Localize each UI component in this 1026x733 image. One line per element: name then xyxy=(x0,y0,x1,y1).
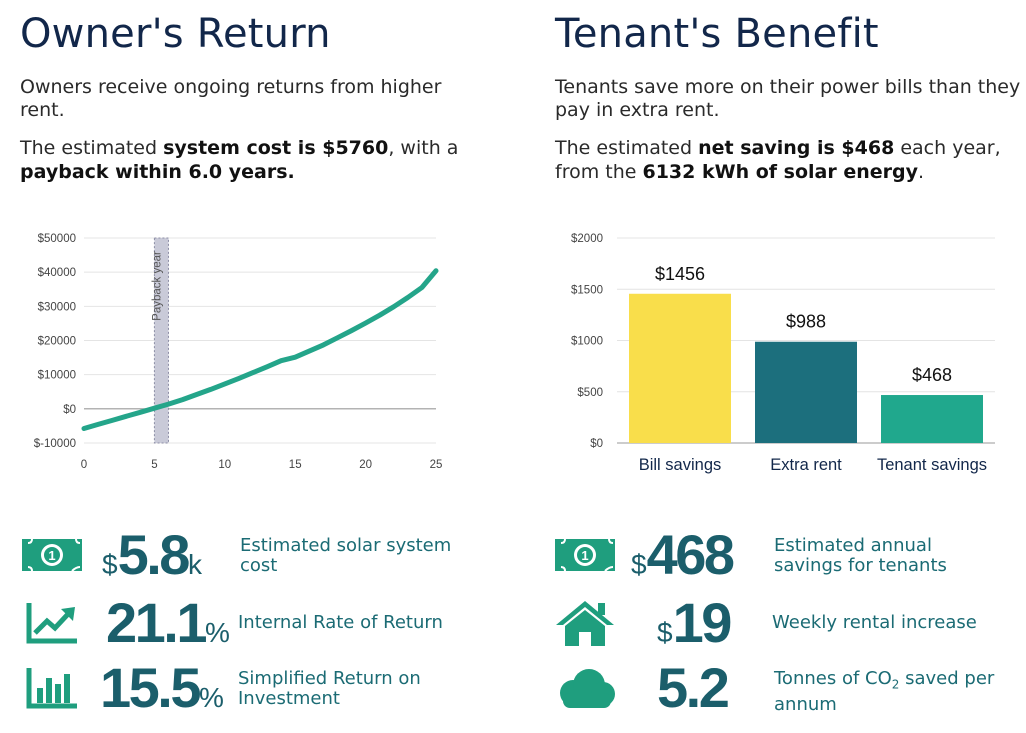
banknote-icon: 1 xyxy=(553,531,617,579)
owner-stat-number: 5.8 xyxy=(117,523,191,586)
y-tick-label: $2000 xyxy=(571,233,603,245)
category-label: Bill savings xyxy=(639,456,722,474)
owner-summary: The estimated system cost is $5760, with… xyxy=(20,136,490,184)
tenant-summary-text-2: each year, from the xyxy=(555,137,1001,183)
tenant-stat-number: 5.2 xyxy=(657,656,730,719)
tenant-stat-number: 19 xyxy=(672,591,733,654)
tenant-summary: The estimated net saving is $468 each ye… xyxy=(555,136,1025,184)
tenant-benefit-chart-svg: $0 $500 $1000 $1500 $2000 $1456 Bill savings $9… xyxy=(571,233,995,474)
payback-band xyxy=(153,237,169,444)
bar xyxy=(629,293,731,443)
data-label: $468 xyxy=(912,365,952,385)
owner-stat-irr: 21.1% Internal Rate of Return xyxy=(20,595,443,651)
owner-stat-system-cost-value: $5.8 k xyxy=(102,527,202,583)
tenant-stat-co2-label: Tonnes of CO2 saved per annum xyxy=(774,669,1014,715)
tenant-heading: Tenant's Benefit xyxy=(555,11,879,57)
tenant-stat-annual-savings: 1 $468 Estimated annual savings for tena… xyxy=(553,527,947,583)
y-tick-label: $1500 xyxy=(571,284,603,296)
x-tick-label: 10 xyxy=(218,459,231,471)
owner-section: Owner's Return Owners receive ongoing re… xyxy=(20,0,490,184)
y-tick-label: $40000 xyxy=(38,267,76,279)
x-tick-label: 5 xyxy=(151,459,157,471)
house-icon xyxy=(553,599,617,647)
y-tick-label: $10000 xyxy=(38,370,76,382)
svg-text:1: 1 xyxy=(581,548,588,563)
tenant-summary-saving: net saving is $468 xyxy=(698,137,895,159)
x-tick-label: 20 xyxy=(359,459,372,471)
owner-stat-irr-value: 21.1% xyxy=(106,595,230,651)
bar xyxy=(881,395,983,443)
y-tick-label: $20000 xyxy=(38,336,76,348)
owner-stat-number: 21.1 xyxy=(106,591,208,654)
bar-chart-icon xyxy=(20,664,84,712)
y-tick-label: $-10000 xyxy=(34,438,76,450)
tenant-intro: Tenants save more on their power bills t… xyxy=(555,76,1021,121)
owner-stat-system-cost-label: Estimated solar system cost xyxy=(240,535,452,576)
x-tick-label: 15 xyxy=(289,459,302,471)
bar xyxy=(755,341,857,443)
tenant-stat-weekly-rent-value: $19 xyxy=(657,591,733,654)
tenant-section: Tenant's Benefit Tenants save more on th… xyxy=(555,0,1025,184)
tenant-stat-annual-savings-value: $468 xyxy=(631,523,735,586)
owner-return-chart-svg: $-10000 $0 $10000 $20000 $30000 $40000 $50000 0… xyxy=(34,233,443,471)
y-tick-label: $0 xyxy=(63,404,76,416)
tenant-summary-text-3: . xyxy=(917,161,925,183)
owner-stat-roi-value: 15.5% xyxy=(100,660,224,716)
owner-stat-suffix: % xyxy=(205,617,230,648)
owner-stat-irr-label: Internal Rate of Return xyxy=(238,612,443,633)
tenant-stat-prefix: $ xyxy=(657,617,673,648)
co2-label-part-2: saved per annum xyxy=(774,668,995,715)
banknote-icon: 1 xyxy=(20,531,84,579)
owner-stat-roi: 15.5% Simplified Return on Investment xyxy=(20,660,421,716)
trend-up-icon xyxy=(20,599,84,647)
tenant-summary-energy: 6132 kWh of solar energy xyxy=(642,161,918,183)
owner-return-chart: $-10000 $0 $10000 $20000 $30000 $40000 $50000 0… xyxy=(18,222,448,486)
y-tick-label: $500 xyxy=(577,387,603,399)
y-tick-label: $50000 xyxy=(38,233,76,245)
co2-label-subscript: 2 xyxy=(891,677,900,692)
x-tick-label: 25 xyxy=(430,459,443,471)
owner-summary-text-2: , with a xyxy=(388,137,459,159)
data-label: $1456 xyxy=(655,264,705,284)
owner-stat-suffix: k xyxy=(187,549,202,580)
owner-stat-suffix: % xyxy=(199,682,224,713)
owner-stat-roi-label: Simplified Return on Investment xyxy=(238,668,421,709)
tenant-stat-co2-value: 5.2 xyxy=(657,656,730,719)
payback-label: Payback year xyxy=(151,251,163,321)
owner-heading: Owner's Return xyxy=(20,11,331,57)
owner-stat-system-cost: 1 $5.8 k Estimated solar system cost xyxy=(20,527,451,583)
owner-summary-payback: payback within 6.0 years. xyxy=(20,161,295,183)
tenant-stat-weekly-rent: $19 Weekly rental increase xyxy=(553,595,977,651)
tenant-stat-co2: 5.2 Tonnes of CO2 saved per annum xyxy=(553,660,994,716)
data-label: $988 xyxy=(786,312,826,332)
co2-label-part-1: Tonnes of CO xyxy=(774,668,892,689)
return-line xyxy=(81,268,439,431)
cloud-icon xyxy=(553,664,617,712)
category-label: Extra rent xyxy=(770,456,842,474)
owner-stat-prefix: $ xyxy=(102,549,118,580)
y-tick-label: $0 xyxy=(590,438,603,450)
owner-intro: Owners receive ongoing returns from high… xyxy=(20,76,442,121)
y-tick-label: $1000 xyxy=(571,336,603,348)
owner-stat-number: 15.5 xyxy=(100,656,202,719)
owner-summary-cost: system cost is $5760 xyxy=(163,137,389,159)
tenant-stat-number: 468 xyxy=(646,523,735,586)
tenant-stat-annual-savings-label: Estimated annual savings for tenants xyxy=(774,535,947,576)
tenant-stat-weekly-rent-label: Weekly rental increase xyxy=(772,612,977,633)
tenant-benefit-chart: $0 $500 $1000 $1500 $2000 $1456 Bill savings $9… xyxy=(555,222,1005,486)
svg-text:1: 1 xyxy=(48,548,55,563)
owner-summary-text-1: The estimated xyxy=(20,137,164,159)
tenant-summary-text-1: The estimated xyxy=(555,137,699,159)
x-tick-label: 0 xyxy=(81,459,87,471)
category-label: Tenant savings xyxy=(877,456,987,474)
y-tick-label: $30000 xyxy=(38,301,76,313)
tenant-stat-prefix: $ xyxy=(631,549,647,580)
